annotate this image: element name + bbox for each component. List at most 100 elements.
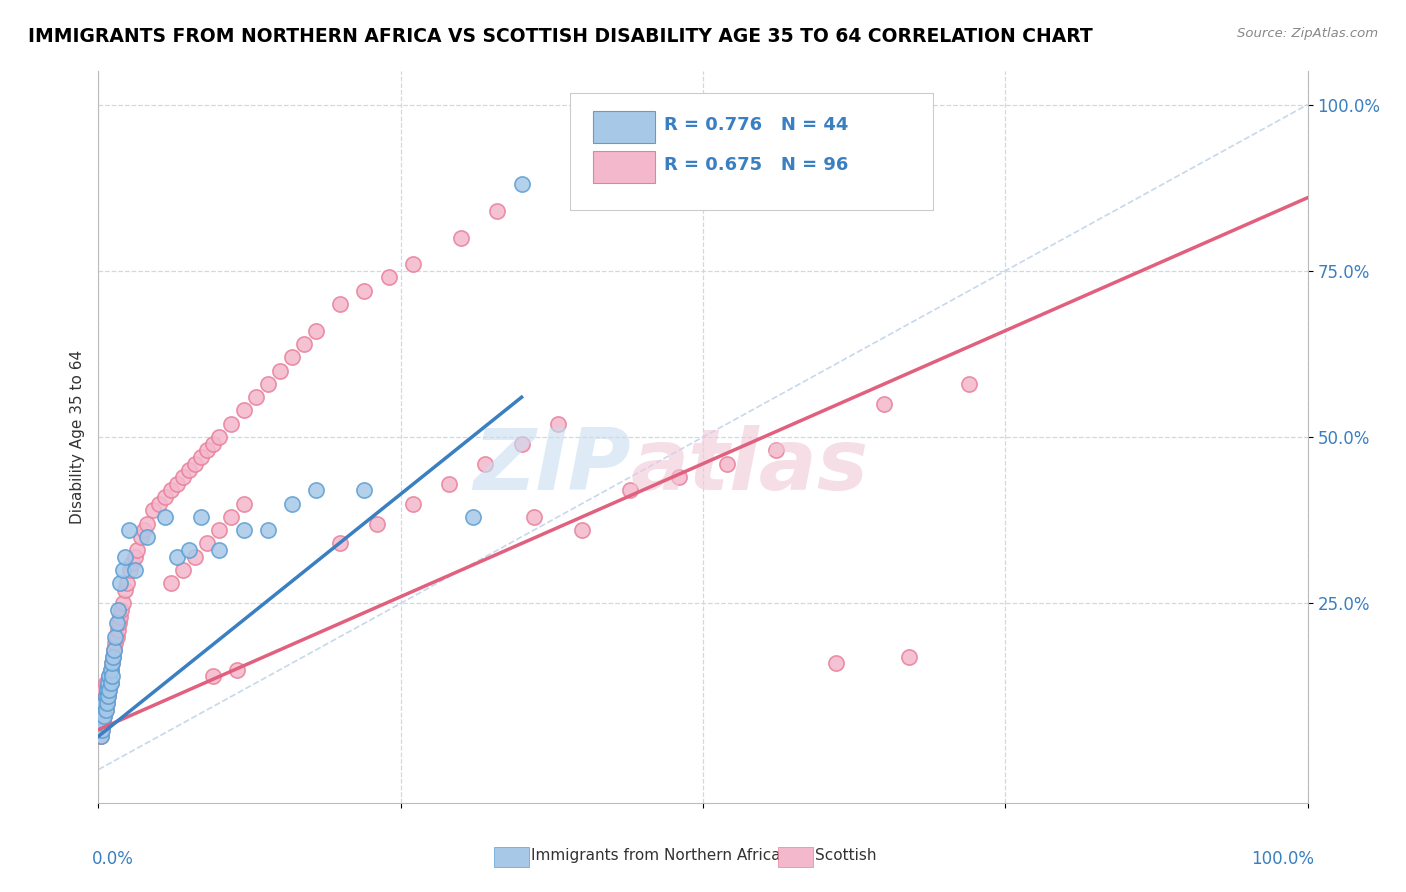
Point — [97, 676, 120, 690]
Point — [153, 490, 176, 504]
Point — [510, 178, 533, 192]
Point — [91, 723, 114, 737]
Point — [450, 230, 472, 244]
Point — [226, 663, 249, 677]
Text: R = 0.776   N = 44: R = 0.776 N = 44 — [664, 116, 849, 134]
Point — [366, 516, 388, 531]
Point — [110, 603, 132, 617]
Point — [89, 723, 111, 737]
Point — [716, 457, 738, 471]
Point — [98, 669, 121, 683]
Point — [179, 463, 201, 477]
Point — [256, 376, 278, 391]
Point — [108, 616, 131, 631]
Point — [142, 503, 165, 517]
Point — [486, 204, 509, 219]
Point — [153, 509, 176, 524]
Point — [111, 596, 134, 610]
Text: IMMIGRANTS FROM NORTHERN AFRICA VS SCOTTISH DISABILITY AGE 35 TO 64 CORRELATION : IMMIGRANTS FROM NORTHERN AFRICA VS SCOTT… — [28, 27, 1092, 45]
Point — [571, 523, 593, 537]
Point — [94, 703, 117, 717]
Point — [105, 630, 128, 644]
Point — [104, 630, 127, 644]
Point — [329, 297, 352, 311]
Point — [114, 549, 136, 564]
Point — [97, 690, 120, 704]
Point — [98, 682, 121, 697]
Point — [90, 716, 112, 731]
Point — [100, 669, 122, 683]
Point — [172, 563, 194, 577]
Point — [202, 669, 225, 683]
Text: atlas: atlas — [630, 425, 869, 508]
Point — [184, 457, 207, 471]
Point — [96, 696, 118, 710]
Point — [134, 523, 156, 537]
Point — [91, 703, 114, 717]
Point — [897, 649, 920, 664]
Point — [121, 557, 143, 571]
Point — [353, 284, 375, 298]
Point — [108, 609, 131, 624]
Point — [523, 509, 546, 524]
Point — [89, 729, 111, 743]
Point — [93, 696, 115, 710]
Point — [510, 436, 533, 450]
Point — [104, 636, 127, 650]
Point — [124, 549, 146, 564]
Point — [114, 582, 136, 597]
Point — [474, 457, 496, 471]
Text: Scottish: Scottish — [815, 848, 877, 863]
Point — [100, 656, 122, 670]
Point — [208, 523, 231, 537]
Point — [94, 690, 117, 704]
Text: Immigrants from Northern Africa: Immigrants from Northern Africa — [531, 848, 780, 863]
Point — [765, 443, 787, 458]
Point — [166, 549, 188, 564]
Point — [135, 516, 157, 531]
FancyBboxPatch shape — [778, 847, 813, 867]
Point — [402, 257, 425, 271]
Point — [118, 523, 141, 537]
Point — [305, 324, 328, 338]
Point — [232, 523, 254, 537]
FancyBboxPatch shape — [593, 151, 655, 183]
Point — [101, 649, 124, 664]
Point — [269, 363, 291, 377]
Point — [208, 430, 231, 444]
Point — [93, 682, 115, 697]
Point — [118, 563, 141, 577]
Point — [957, 376, 980, 391]
Point — [96, 682, 118, 697]
Point — [281, 497, 304, 511]
Point — [91, 696, 114, 710]
Point — [305, 483, 328, 498]
Point — [377, 270, 399, 285]
Point — [221, 509, 243, 524]
Point — [124, 563, 146, 577]
Point — [90, 716, 112, 731]
FancyBboxPatch shape — [494, 847, 529, 867]
Point — [100, 663, 122, 677]
Text: 100.0%: 100.0% — [1250, 850, 1313, 868]
Point — [103, 643, 125, 657]
Point — [668, 470, 690, 484]
Point — [437, 476, 460, 491]
Point — [166, 476, 188, 491]
Point — [190, 509, 212, 524]
Point — [135, 530, 157, 544]
Point — [245, 390, 267, 404]
Point — [619, 483, 641, 498]
Point — [232, 403, 254, 417]
Point — [89, 723, 111, 737]
Point — [184, 549, 207, 564]
Point — [101, 649, 124, 664]
Point — [91, 723, 114, 737]
Point — [353, 483, 375, 498]
Point — [190, 450, 212, 464]
Point — [91, 716, 114, 731]
Point — [127, 543, 149, 558]
Point — [195, 443, 218, 458]
FancyBboxPatch shape — [569, 94, 932, 211]
Text: ZIP: ZIP — [472, 425, 630, 508]
